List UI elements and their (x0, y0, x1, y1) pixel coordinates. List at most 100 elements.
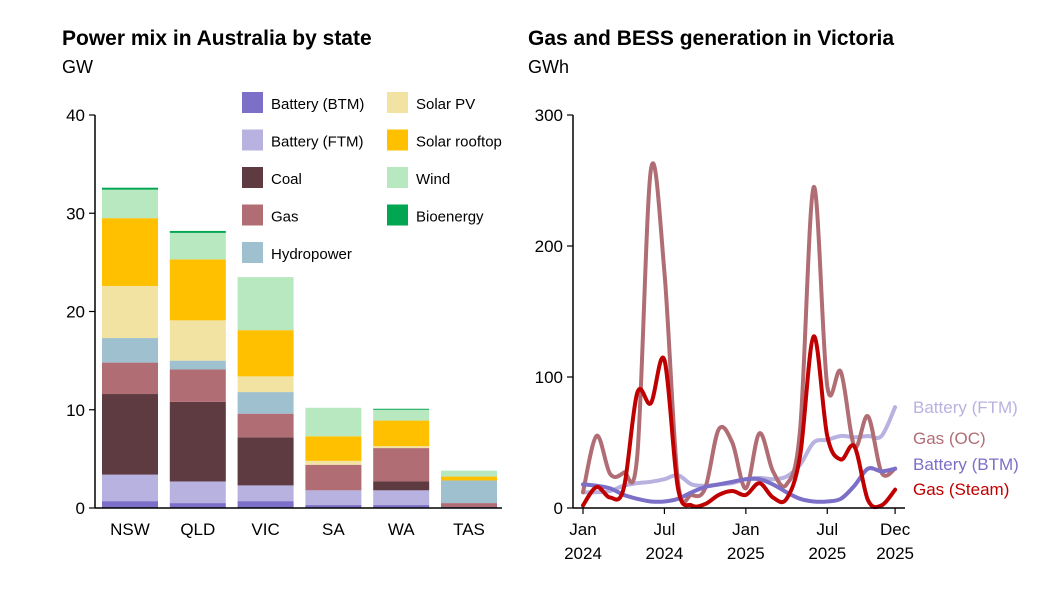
bar-segment-wa-1 (373, 490, 430, 506)
x-tick-label: Dec (880, 520, 911, 539)
bar-segment-sa-6 (305, 436, 362, 461)
legend-swatch (387, 92, 408, 113)
left-chart-unit: GW (62, 57, 93, 77)
x-tick-label: Jul (816, 520, 838, 539)
bar-segment-tas-7 (441, 470, 497, 477)
legend-swatch (387, 129, 408, 151)
stacked-bar-chart: NSW QLD VIC SA WA TAS 0 10 20 30 40 Battery (BTM) Ba… (66, 92, 502, 539)
line-chart: Battery (FTM) Gas (OC) Battery (BTM) Gas (S… (535, 106, 1019, 563)
x-tick-label: Jan (732, 520, 759, 539)
bar-segment-qld-5 (169, 320, 226, 361)
legend-label: Battery (FTM) (271, 134, 364, 151)
bar-segment-sa-0 (305, 505, 362, 508)
bar-segment-nsw-5 (102, 285, 158, 339)
series-end-label: Battery (BTM) (913, 455, 1019, 474)
bar-segment-nsw-8 (102, 187, 158, 190)
bar-segment-tas-6 (441, 476, 497, 481)
y-tick-label: 40 (66, 106, 85, 125)
bar-segment-nsw-7 (102, 189, 158, 219)
legend-label: Hydropower (271, 246, 352, 263)
bar-segment-sa-5 (305, 460, 362, 465)
x-tick-label: Jul (654, 520, 676, 539)
bar-segment-qld-8 (169, 230, 226, 233)
bar-segment-vic-2 (237, 437, 294, 486)
legend-swatch (242, 204, 263, 226)
bar-segment-qld-1 (169, 481, 226, 504)
x-tick-year-label: 2024 (646, 544, 684, 563)
x-tick-label: Jan (569, 520, 596, 539)
bar-segment-vic-7 (237, 277, 294, 331)
legend-swatch (242, 167, 263, 188)
x-tick-label: TAS (453, 520, 485, 539)
bar-segment-nsw-0 (102, 501, 158, 508)
legend-swatch (242, 242, 263, 263)
x-tick-label: QLD (180, 520, 215, 539)
bar-segment-tas-4 (441, 480, 497, 504)
x-tick-label: WA (388, 520, 415, 539)
bar-segment-sa-1 (305, 490, 362, 506)
legend-label: Wind (416, 171, 450, 188)
bar-segment-wa-5 (373, 446, 430, 449)
bar-segment-nsw-3 (102, 362, 158, 395)
bar-segment-vic-1 (237, 485, 294, 502)
y-tick-label: 30 (66, 204, 85, 223)
bar-segment-nsw-6 (102, 218, 158, 286)
bar-segment-vic-3 (237, 413, 294, 438)
legend-label: Battery (BTM) (271, 96, 364, 113)
y-tick-label: 300 (535, 106, 563, 125)
left-chart-title: Power mix in Australia by state (62, 27, 372, 50)
series-end-label: Gas (Steam) (913, 480, 1009, 499)
bar-segment-wa-2 (373, 481, 430, 491)
bar-segment-vic-0 (237, 501, 294, 508)
bar-segment-wa-6 (373, 420, 430, 447)
right-chart-unit: GWh (528, 57, 570, 77)
legend-swatch (242, 92, 263, 113)
bar-segment-qld-0 (169, 503, 226, 508)
bar-segment-qld-4 (169, 360, 226, 370)
bar-segment-vic-4 (237, 392, 294, 414)
legend-swatch (242, 129, 263, 151)
y-tick-label: 0 (76, 499, 85, 518)
x-tick-year-label: 2025 (876, 544, 914, 563)
x-tick-label: NSW (110, 520, 150, 539)
legend-label: Solar rooftop (416, 134, 502, 151)
series-end-label: Battery (FTM) (913, 398, 1018, 417)
bar-segment-sa-7 (305, 407, 362, 437)
bar-segment-wa-0 (373, 505, 430, 508)
bar-segment-nsw-1 (102, 474, 158, 502)
x-tick-year-label: 2025 (808, 544, 846, 563)
legend-label: Coal (271, 171, 302, 188)
bar-segment-nsw-4 (102, 338, 158, 363)
series-end-label: Gas (OC) (913, 429, 986, 448)
bar-segment-qld-3 (169, 369, 226, 402)
series-line-battery-btm (581, 466, 898, 504)
y-tick-label: 200 (535, 237, 563, 256)
x-tick-year-label: 2024 (564, 544, 602, 563)
series-line-gas-steam (581, 334, 898, 510)
legend-swatch (387, 167, 408, 188)
right-chart-title: Gas and BESS generation in Victoria (528, 27, 895, 50)
bar-segment-wa-7 (373, 409, 430, 421)
bar-segment-vic-5 (237, 376, 294, 393)
x-tick-year-label: 2025 (727, 544, 765, 563)
legend-label: Solar PV (416, 96, 475, 113)
legend-swatch (387, 204, 408, 226)
bar-segment-qld-6 (169, 259, 226, 321)
y-tick-label: 100 (535, 368, 563, 387)
bar-segment-tas-3 (441, 503, 497, 508)
x-tick-label: SA (322, 520, 345, 539)
bar-segment-qld-2 (169, 401, 226, 482)
bar-segment-wa-8 (373, 408, 430, 410)
legend-label: Bioenergy (416, 209, 484, 226)
x-tick-label: VIC (251, 520, 279, 539)
bar-segment-wa-3 (373, 448, 430, 482)
y-tick-label: 0 (554, 499, 563, 518)
bar-segment-nsw-2 (102, 394, 158, 475)
bar-segment-qld-7 (169, 232, 226, 260)
series-line-gas-oc (581, 161, 898, 505)
bar-segment-sa-3 (305, 464, 362, 491)
bar-segment-vic-6 (237, 330, 294, 377)
legend-label: Gas (271, 209, 299, 226)
y-tick-label: 20 (66, 303, 85, 322)
